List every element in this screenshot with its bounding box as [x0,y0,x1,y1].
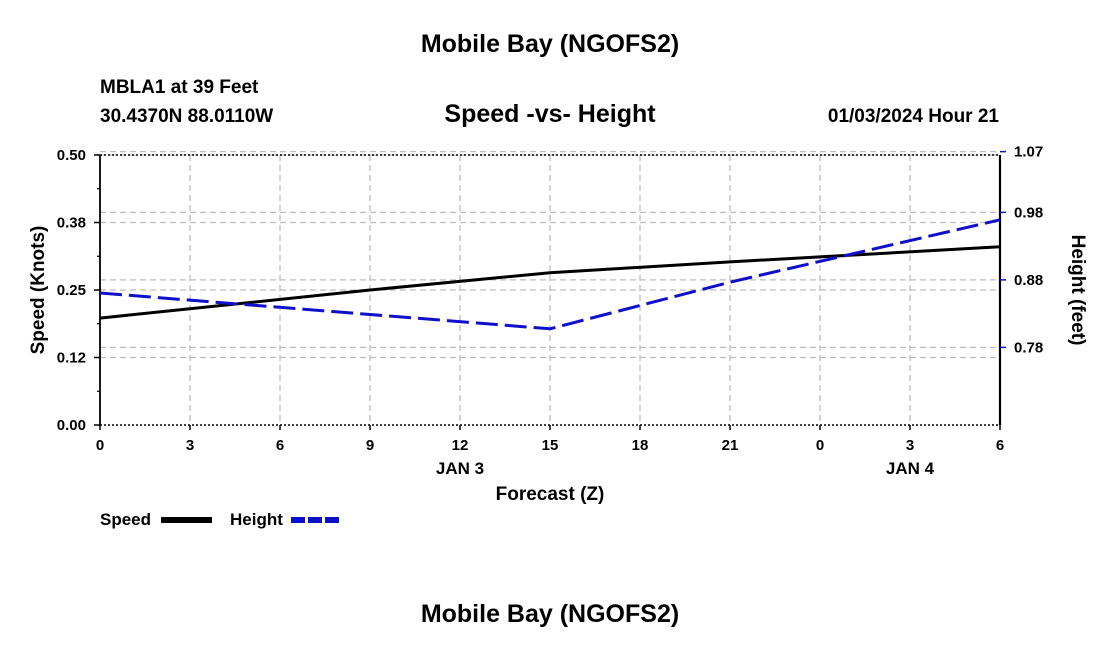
x-date-label: JAN 4 [886,459,935,478]
page-title: Mobile Bay (NGOFS2) [420,30,680,58]
left-tick-label: 0.50 [57,147,86,164]
legend-speed-label: Speed [100,510,151,529]
forecast-datetime: 01/03/2024 Hour 21 [827,106,999,127]
series-line-speed [99,245,1001,320]
chart-subtitle: Speed -vs- Height [444,100,656,128]
left-tick-label: 0.12 [57,350,86,367]
right-tick-label: 1.07 [1014,144,1043,161]
series-line-height [99,218,1001,331]
x-tick-label: 18 [632,437,649,454]
x-tick-label: 6 [276,437,284,454]
right-axis-title: Height (feet) [1067,235,1088,346]
axis-ticks [94,150,1006,430]
x-axis-title: Forecast (Z) [496,484,605,505]
station-coordinates: 30.4370N 88.0110W [100,106,274,127]
legend-height-label: Height [230,510,283,529]
left-tick-label: 0.25 [57,282,86,299]
station-name: MBLA1 at 39 Feet [100,77,259,98]
x-tick-label: 6 [996,437,1004,454]
footer-title: Mobile Bay (NGOFS2) [420,600,680,628]
right-tick-label: 0.88 [1014,272,1043,289]
grid-lines [100,150,1000,425]
legend: Speed Height [100,510,342,529]
x-tick-label: 3 [186,437,194,454]
left-axis-title: Speed (Knots) [28,226,49,355]
left-tick-label: 0.38 [57,215,86,232]
right-tick-label: 0.78 [1014,339,1043,356]
x-tick-label: 9 [366,437,374,454]
left-tick-label: 0.00 [57,417,86,434]
x-tick-label: 15 [542,437,559,454]
series-lines [99,218,1001,331]
x-tick-label: 12 [452,437,469,454]
x-tick-label: 0 [96,437,104,454]
x-tick-label: 21 [722,437,739,454]
axis-labels: 0 3 6 9 12 15 18 21 0 3 6 JAN 3 JAN 4 Forecast (Z) 0.0… [28,144,1088,505]
x-tick-label: 0 [816,437,824,454]
x-date-label: JAN 3 [436,459,484,478]
right-tick-label: 0.98 [1014,204,1043,221]
x-tick-label: 3 [906,437,914,454]
